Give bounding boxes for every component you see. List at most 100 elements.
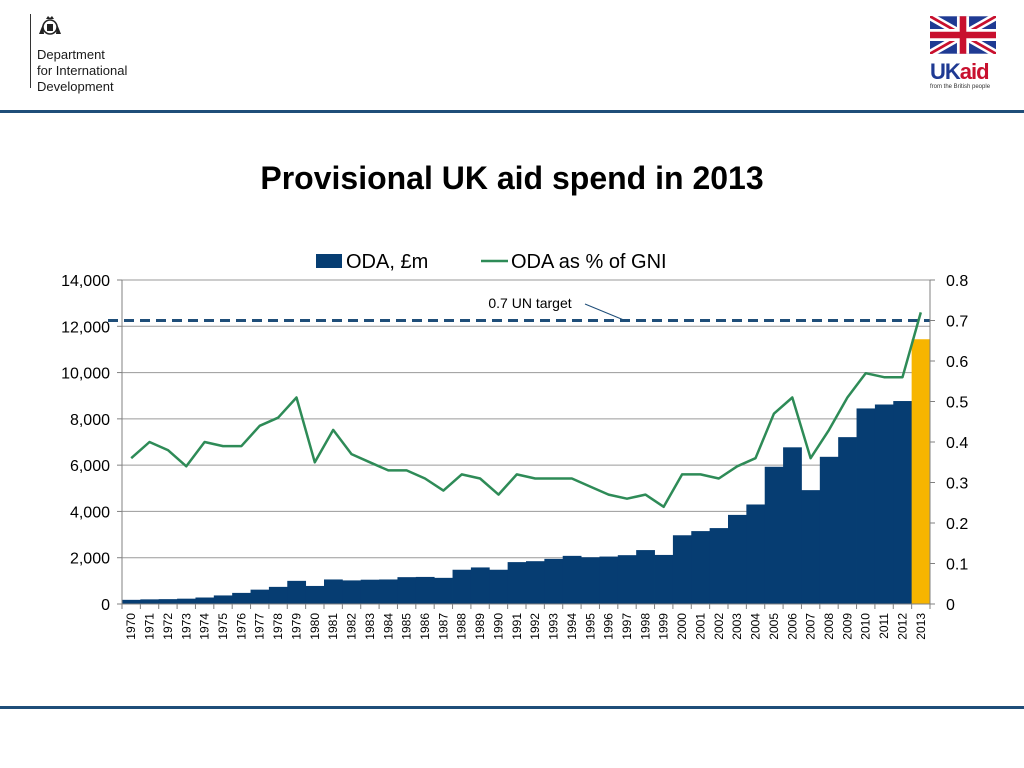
x-axis-tick-label: 1977 [253,613,267,640]
x-axis-tick-label: 1986 [418,613,432,640]
bar [213,595,233,604]
left-axis-tick-label: 8,000 [70,412,110,429]
left-axis-tick-label: 6,000 [70,458,110,475]
legend-line-label: ODA as % of GNI [511,251,667,273]
org-name-line-3: Development [37,79,114,94]
org-name-line-1: Department [37,47,105,62]
org-name-line-2: for International [37,63,128,78]
x-axis-tick-label: 1973 [179,613,193,640]
x-axis-tick-label: 2010 [859,613,873,640]
x-axis-tick-label: 2012 [895,613,909,640]
bar [599,556,619,604]
bar [819,456,839,604]
left-axis-tick-label: 0 [101,597,110,614]
bar [195,597,215,604]
left-axis-tick-label: 4,000 [70,504,110,521]
x-axis-tick-label: 1970 [124,613,138,640]
bar [140,599,160,604]
left-axis-tick-label: 12,000 [61,319,110,336]
ukaid-uk-text: UK [930,59,961,84]
x-axis-tick-label: 2001 [693,613,707,640]
right-axis-tick-label: 0.3 [946,476,968,493]
x-axis-tick-label: 1971 [143,613,157,640]
bar [287,580,307,604]
legend: ODA, £m ODA as % of GNI [316,251,667,273]
right-axis-tick-label: 0.1 [946,557,968,574]
header: Department for International Development… [0,0,1024,112]
x-axis-tick-label: 1984 [381,613,395,640]
x-axis-tick-label: 2007 [804,613,818,640]
bar [250,589,270,604]
legend-bar-label: ODA, £m [346,251,428,273]
bar [728,514,747,604]
bar [232,592,251,604]
bar [636,550,655,604]
x-axis-tick-label: 1981 [326,613,340,640]
bar [379,579,398,604]
x-axis-tick-label: 1974 [198,613,212,640]
bars-series [122,339,931,604]
bar [617,555,637,604]
x-axis-tick-label: 1976 [234,613,248,640]
bar [324,579,343,604]
bar [838,437,857,604]
bar [801,490,821,604]
right-axis-tick-label: 0.7 [946,314,968,331]
reference-line: 0.7 UN target [108,295,930,322]
chart: 0.7 UN target 0 2,000 4,000 6,000 8,000 10,00… [61,251,968,640]
bar [452,569,472,604]
royal-crest-icon [39,16,61,35]
x-axis-tick-label: 1975 [216,613,230,640]
x-axis-tick-label: 1989 [473,613,487,640]
x-axis-tick-label: 1994 [565,613,579,640]
bar [764,466,784,604]
ukaid-logo: UKaid from the British people [928,12,1000,91]
x-axis-tick-label: 1982 [345,613,359,640]
bar [709,528,729,604]
legend-bar-swatch [316,254,342,268]
x-axis-tick-label: 2003 [730,613,744,640]
left-axis-tick-label: 10,000 [61,366,110,383]
right-axis-tick-label: 0 [946,597,955,614]
header-rule [0,110,1024,113]
x-axis-tick-label: 1992 [528,613,542,640]
bar [360,579,380,604]
bar [268,586,288,604]
left-axis-tick-label: 14,000 [61,273,110,290]
axes: 0 2,000 4,000 6,000 8,000 10,000 12,000 14,000 0… [61,273,968,640]
bar [746,504,766,604]
x-axis-tick-label: 1978 [271,613,285,640]
x-axis-tick-label: 2011 [877,613,891,639]
x-axis-tick-label: 1991 [510,613,524,640]
x-axis-tick-label: 1997 [620,613,634,640]
x-axis-tick-label: 2006 [785,613,799,640]
bar [507,562,527,604]
footer-rule [0,706,1024,709]
chart-title: Provisional UK aid spend in 2013 [260,160,764,196]
x-axis-tick-label: 1999 [657,613,671,640]
bar [562,555,582,604]
bar [783,447,802,604]
bar [526,561,545,604]
x-axis-tick-label: 2005 [767,613,781,640]
x-axis-tick-label: 1996 [602,613,616,640]
bar [856,408,876,604]
x-axis-tick-label: 1998 [638,613,652,640]
x-axis-tick-label: 1990 [491,613,505,640]
x-axis-tick-label: 1972 [161,613,175,640]
right-axis-tick-label: 0.5 [946,395,968,412]
ukaid-wordmark: UKaid [930,61,1000,83]
bar [434,577,453,604]
x-axis-tick-label: 1988 [455,613,469,640]
bar [691,531,711,604]
bar [581,557,600,604]
line-series [130,312,923,509]
un-target-leader [584,303,626,321]
x-axis-tick-label: 2004 [749,613,763,640]
x-axis-tick-label: 1987 [436,613,450,640]
ukaid-tagline: from the British people [930,84,991,90]
bar [342,580,362,604]
x-axis-tick-label: 1985 [400,613,414,640]
right-axis-tick-label: 0.2 [946,516,968,533]
x-axis-tick-label: 2008 [822,613,836,640]
